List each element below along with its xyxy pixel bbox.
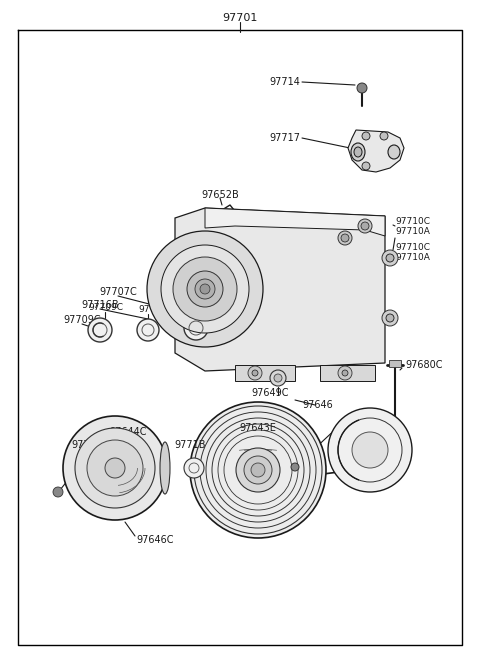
Circle shape — [386, 254, 394, 262]
Circle shape — [382, 310, 398, 326]
Circle shape — [190, 402, 326, 538]
Circle shape — [88, 318, 112, 342]
Circle shape — [75, 428, 155, 508]
Text: 97646C: 97646C — [136, 535, 174, 545]
Text: 97680C: 97680C — [405, 360, 443, 370]
Circle shape — [244, 456, 272, 484]
Circle shape — [137, 319, 159, 341]
Circle shape — [252, 370, 258, 376]
Circle shape — [184, 316, 208, 340]
Circle shape — [291, 463, 299, 471]
Circle shape — [341, 234, 349, 242]
Text: 97710A: 97710A — [395, 254, 430, 263]
Circle shape — [105, 458, 125, 478]
Circle shape — [147, 231, 263, 347]
Circle shape — [248, 366, 262, 380]
Circle shape — [251, 463, 265, 477]
Circle shape — [187, 271, 223, 307]
Circle shape — [357, 83, 367, 93]
Polygon shape — [389, 360, 401, 367]
Circle shape — [161, 245, 249, 333]
Circle shape — [338, 231, 352, 245]
Text: 9771B: 9771B — [174, 440, 206, 450]
Polygon shape — [205, 208, 385, 236]
Circle shape — [270, 370, 286, 386]
Polygon shape — [235, 365, 295, 381]
Text: 97710C: 97710C — [395, 244, 430, 252]
Text: 97643E: 97643E — [240, 423, 276, 433]
Circle shape — [195, 279, 215, 299]
Ellipse shape — [354, 147, 362, 157]
Text: 97652B: 97652B — [201, 190, 239, 200]
Circle shape — [380, 132, 388, 140]
Text: 97701: 97701 — [222, 13, 258, 23]
Circle shape — [358, 219, 372, 233]
Circle shape — [361, 222, 369, 230]
Circle shape — [184, 458, 204, 478]
Circle shape — [386, 314, 394, 322]
Text: 97710C: 97710C — [395, 217, 430, 227]
Ellipse shape — [160, 442, 170, 494]
Text: 97649C: 97649C — [251, 388, 289, 398]
Text: 97646: 97646 — [302, 400, 334, 410]
Text: 97709C: 97709C — [88, 304, 123, 313]
Text: 97707C: 97707C — [190, 304, 225, 313]
Text: 97716B: 97716B — [81, 300, 119, 310]
Text: 97743A: 97743A — [71, 440, 109, 450]
Circle shape — [274, 374, 282, 382]
Text: 97707C: 97707C — [99, 287, 137, 297]
Text: 97714: 97714 — [269, 77, 300, 87]
Polygon shape — [175, 208, 385, 371]
Text: 97644C: 97644C — [109, 427, 147, 437]
Polygon shape — [320, 365, 375, 381]
Circle shape — [362, 132, 370, 140]
Circle shape — [342, 370, 348, 376]
Circle shape — [200, 284, 210, 294]
Text: 97716B: 97716B — [138, 306, 173, 315]
Ellipse shape — [351, 143, 365, 161]
Circle shape — [173, 257, 237, 321]
Circle shape — [53, 487, 63, 497]
Text: 97709C: 97709C — [63, 315, 101, 325]
Circle shape — [63, 416, 167, 520]
Circle shape — [328, 408, 412, 492]
Circle shape — [352, 432, 388, 468]
Circle shape — [236, 448, 280, 492]
Text: 97710A: 97710A — [395, 227, 430, 237]
Circle shape — [362, 162, 370, 170]
Polygon shape — [348, 130, 404, 172]
Circle shape — [87, 440, 143, 496]
Text: 97717: 97717 — [269, 133, 300, 143]
Circle shape — [338, 366, 352, 380]
Ellipse shape — [388, 145, 400, 159]
Circle shape — [382, 250, 398, 266]
